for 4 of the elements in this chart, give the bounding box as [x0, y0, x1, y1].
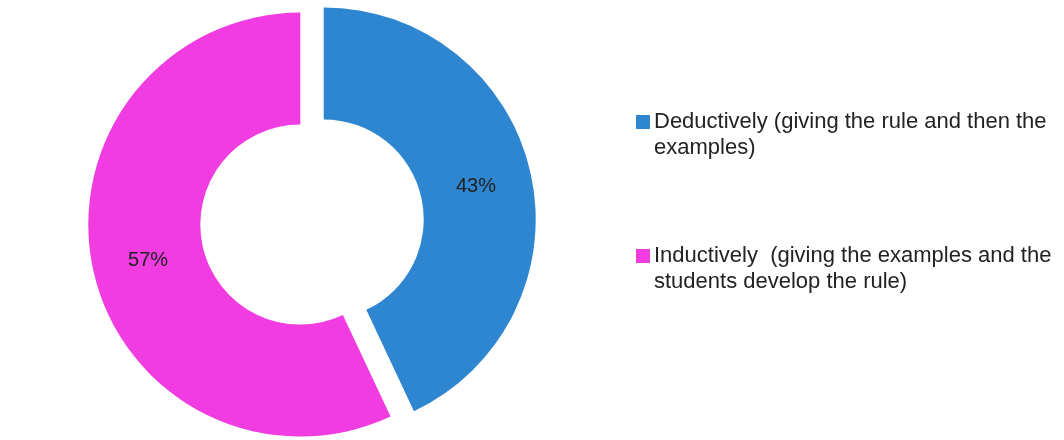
legend-label: Inductively (giving the examples and the students develop the rule)	[654, 242, 1052, 294]
data-label: 57%	[128, 247, 169, 270]
legend-label: Deductively (giving the rule and then the examples)	[654, 108, 1047, 160]
data-label: 43%	[455, 174, 497, 197]
